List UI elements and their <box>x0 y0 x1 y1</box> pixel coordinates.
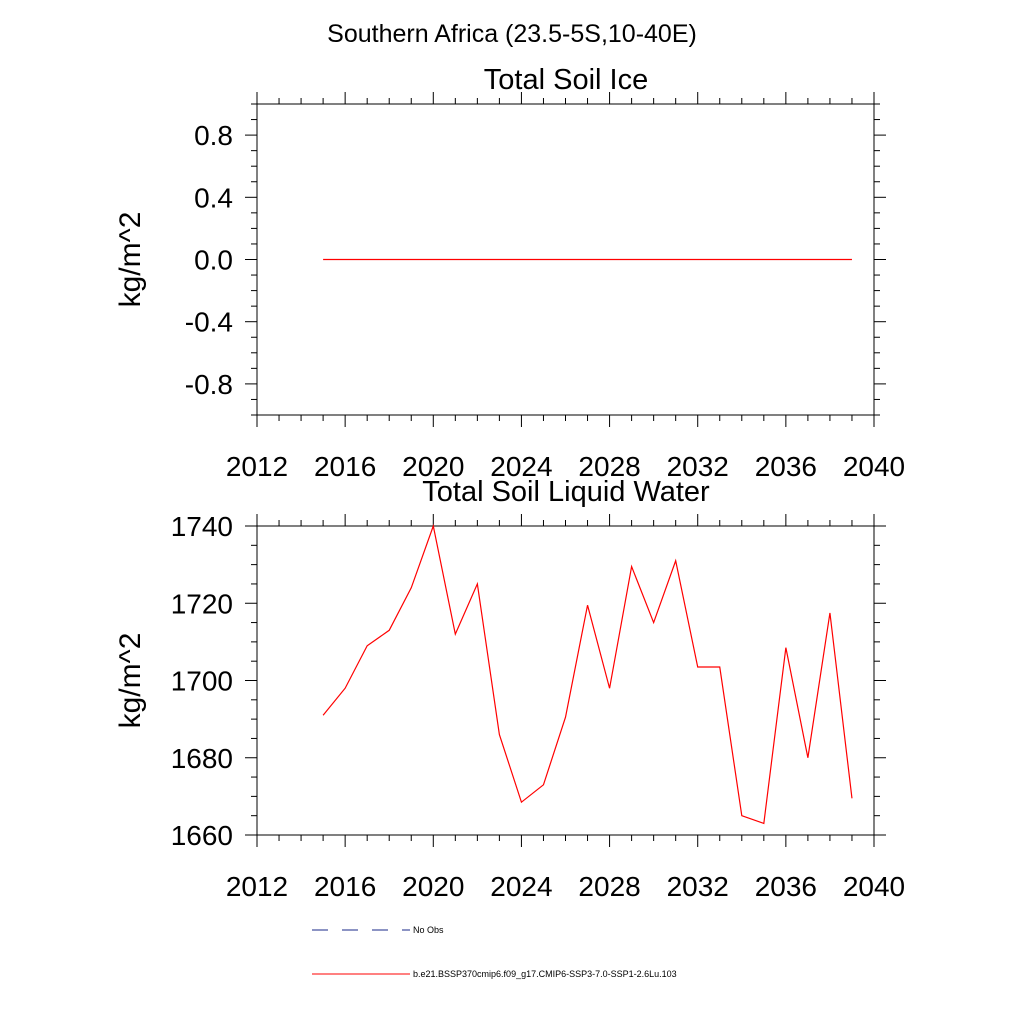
ice-y-tick-label: 0.4 <box>194 182 233 213</box>
ice-y-tick-label: 0.0 <box>194 245 233 276</box>
water-x-tick-label: 2020 <box>402 871 464 902</box>
ice-y-tick-label: -0.4 <box>185 307 233 338</box>
ice-x-tick-label: 2012 <box>226 451 288 482</box>
ice-x-tick-label: 2016 <box>314 451 376 482</box>
legend: No Obs b.e21.BSSP370cmip6.f09_g17.CMIP6-… <box>312 925 677 979</box>
water-series-line <box>322 523 853 825</box>
soil-liquid-water-panel: Total Soil Liquid Water 2012 2016 2020 2024… <box>114 476 905 902</box>
water-y-tick-label: 1700 <box>171 666 233 697</box>
water-x-tick-label: 2040 <box>843 871 905 902</box>
water-x-tick-label: 2016 <box>314 871 376 902</box>
soil-ice-panel: Total Soil Ice 2012 2016 2020 2024 2028 2032 2… <box>114 64 905 482</box>
water-y-tick-label: 1660 <box>171 820 233 851</box>
ice-x-tick-label: 2032 <box>667 451 729 482</box>
water-x-tick-label: 2024 <box>490 871 552 902</box>
legend-label-simulation: b.e21.BSSP370cmip6.f09_g17.CMIP6-SSP3-7.… <box>413 969 677 979</box>
water-x-tick-label: 2032 <box>667 871 729 902</box>
water-x-tick-label: 2036 <box>755 871 817 902</box>
water-y-tick-label: 1740 <box>171 511 233 542</box>
page-title: Southern Africa (23.5-5S,10-40E) <box>327 20 697 48</box>
soil-ice-title: Total Soil Ice <box>484 64 648 96</box>
legend-label-no-obs: No Obs <box>413 925 444 935</box>
ice-x-tick-label: 2040 <box>843 451 905 482</box>
ice-y-tick-label: 0.8 <box>194 120 233 151</box>
water-x-tick-label: 2028 <box>578 871 640 902</box>
water-y-axis-label: kg/m^2 <box>114 633 147 729</box>
water-y-tick-label: 1680 <box>171 743 233 774</box>
ice-y-axis-label: kg/m^2 <box>114 212 147 308</box>
ice-y-tick-label: -0.8 <box>185 369 233 400</box>
water-x-tick-label: 2012 <box>226 871 288 902</box>
soil-liquid-water-title: Total Soil Liquid Water <box>422 476 710 508</box>
ice-x-tick-label: 2028 <box>578 451 640 482</box>
water-y-tick-label: 1720 <box>171 588 233 619</box>
ice-x-tick-label: 2024 <box>490 451 552 482</box>
ice-x-tick-label: 2020 <box>402 451 464 482</box>
ice-x-tick-label: 2036 <box>755 451 817 482</box>
